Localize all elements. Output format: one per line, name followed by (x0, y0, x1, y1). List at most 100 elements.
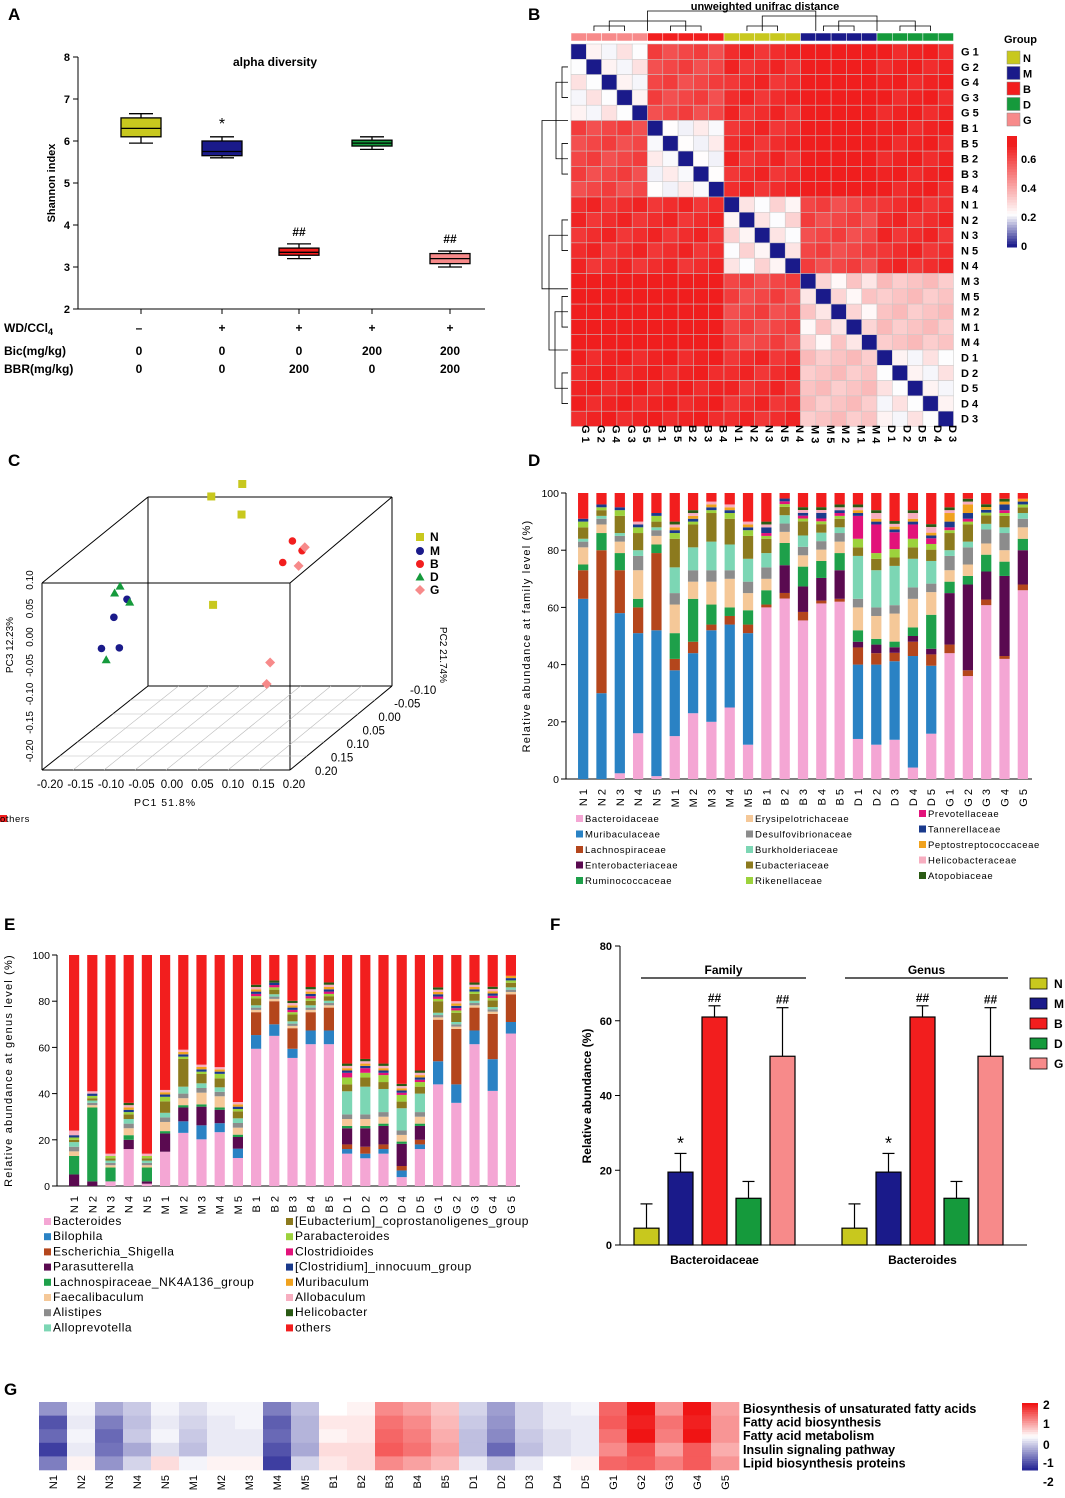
row-label: M 3 (961, 276, 979, 288)
heatmap-cell (754, 242, 771, 259)
legend-swatch (1006, 50, 1021, 65)
bar-segment (232, 1137, 243, 1149)
heatmap-cell (459, 1402, 488, 1416)
legend-swatch (1029, 1017, 1048, 1030)
heatmap-cell (754, 166, 771, 182)
heatmap-cell (846, 212, 862, 228)
heatmap-cell (846, 74, 862, 91)
heatmap-cell (570, 380, 587, 397)
legend-label: Helicobacter (295, 1305, 368, 1319)
bar-segment (706, 507, 717, 511)
bar-segment (779, 501, 790, 505)
heatmap-cell (616, 257, 633, 274)
bar-segment (378, 1112, 389, 1117)
group-color-cell (739, 32, 755, 42)
heatmap-cell (769, 380, 786, 397)
y-tick-label: 0.20 (315, 766, 337, 778)
bar-segment (724, 578, 735, 608)
heatmap-cell (769, 120, 786, 137)
legend-label: Parabacteroides (295, 1229, 390, 1243)
heatmap-cell (739, 395, 755, 412)
x-tick-label: B 3 (798, 789, 810, 806)
heatmap-cell (677, 135, 694, 152)
heatmap-cell (570, 227, 587, 244)
z-tick-label: 0.10 (25, 570, 36, 590)
bar-segment (178, 1098, 189, 1106)
legend-label: G (1023, 115, 1032, 127)
heatmap-cell (570, 395, 587, 412)
bar-segment (907, 636, 919, 642)
bar-segment (871, 558, 882, 571)
heatmap-cell (876, 74, 893, 91)
heatmap-cell (319, 1442, 348, 1457)
bar-segment (378, 1123, 389, 1126)
bar-segment (360, 1063, 371, 1066)
bar-segment (178, 1052, 189, 1055)
heatmap-cell (739, 89, 755, 106)
bar-segment (505, 978, 516, 981)
heatmap-cell (830, 212, 847, 228)
heatmap-cell (800, 227, 817, 244)
heatmap-cell (815, 59, 832, 75)
bar-segment (69, 1146, 80, 1152)
heatmap-cell (754, 349, 771, 366)
heatmap-cell (601, 150, 618, 167)
bar-segment (816, 493, 827, 508)
bar-segment (834, 541, 845, 554)
heatmap-cell (375, 1456, 404, 1471)
heatmap-cell (876, 104, 893, 121)
bar-segment (433, 1061, 444, 1085)
bar-segment (487, 986, 498, 989)
treatment-value: 200 (289, 362, 309, 376)
heatmap-cell (403, 1429, 432, 1444)
heatmap-cell (655, 1456, 684, 1471)
row-label: B 1 (961, 123, 978, 135)
heatmap-cell (708, 59, 725, 75)
point-N (238, 480, 247, 488)
legend-label: G (1054, 1057, 1063, 1071)
heatmap-cell (861, 135, 878, 152)
colorbar-tick: 0.6 (1021, 154, 1036, 166)
heatmap-cell (892, 303, 908, 320)
bar-segment (632, 607, 644, 634)
column-label: N5 (160, 1475, 172, 1489)
colorbar-step (1007, 152, 1017, 156)
heatmap-cell (708, 120, 725, 137)
bar-segment (889, 613, 900, 642)
heatmap-cell (892, 89, 908, 106)
heatmap-cell (459, 1429, 488, 1444)
bar-segment (706, 630, 717, 722)
bar-segment (889, 526, 900, 530)
bar-segment (852, 493, 864, 505)
heatmap-cell (739, 59, 755, 75)
bar-segment (907, 598, 919, 628)
heatmap-cell (711, 1415, 740, 1430)
bar-segment (232, 1111, 243, 1119)
bar-segment (962, 513, 974, 519)
bar-segment (396, 1166, 407, 1171)
y-tick-label: 0 (44, 1181, 50, 1193)
x-tick-label: G 1 (433, 1196, 445, 1214)
heatmap-cell (647, 288, 664, 305)
bar-segment (451, 1024, 462, 1027)
heatmap-cell (459, 1442, 488, 1457)
row-label: G 3 (961, 92, 979, 104)
heatmap-cell (319, 1415, 348, 1430)
bar-segment (323, 996, 334, 1001)
heatmap-cell (655, 1429, 684, 1444)
significance-mark: ## (984, 993, 998, 1007)
bar-segment (287, 1005, 298, 1008)
x-tick-label: N 4 (633, 789, 645, 806)
heatmap-cell (151, 1429, 180, 1444)
bar-segment (907, 521, 919, 525)
heatmap-cell (922, 288, 939, 305)
y-tick-label: 3 (64, 262, 70, 274)
heatmap-cell (769, 319, 786, 335)
bar-segment (687, 641, 699, 654)
legend-swatch (44, 1309, 51, 1317)
x-tick-label: G 5 (1018, 789, 1030, 807)
heatmap-cell (487, 1402, 516, 1416)
bar-segment (962, 493, 974, 499)
bar-segment (251, 996, 262, 999)
heatmap-cell (769, 242, 786, 259)
